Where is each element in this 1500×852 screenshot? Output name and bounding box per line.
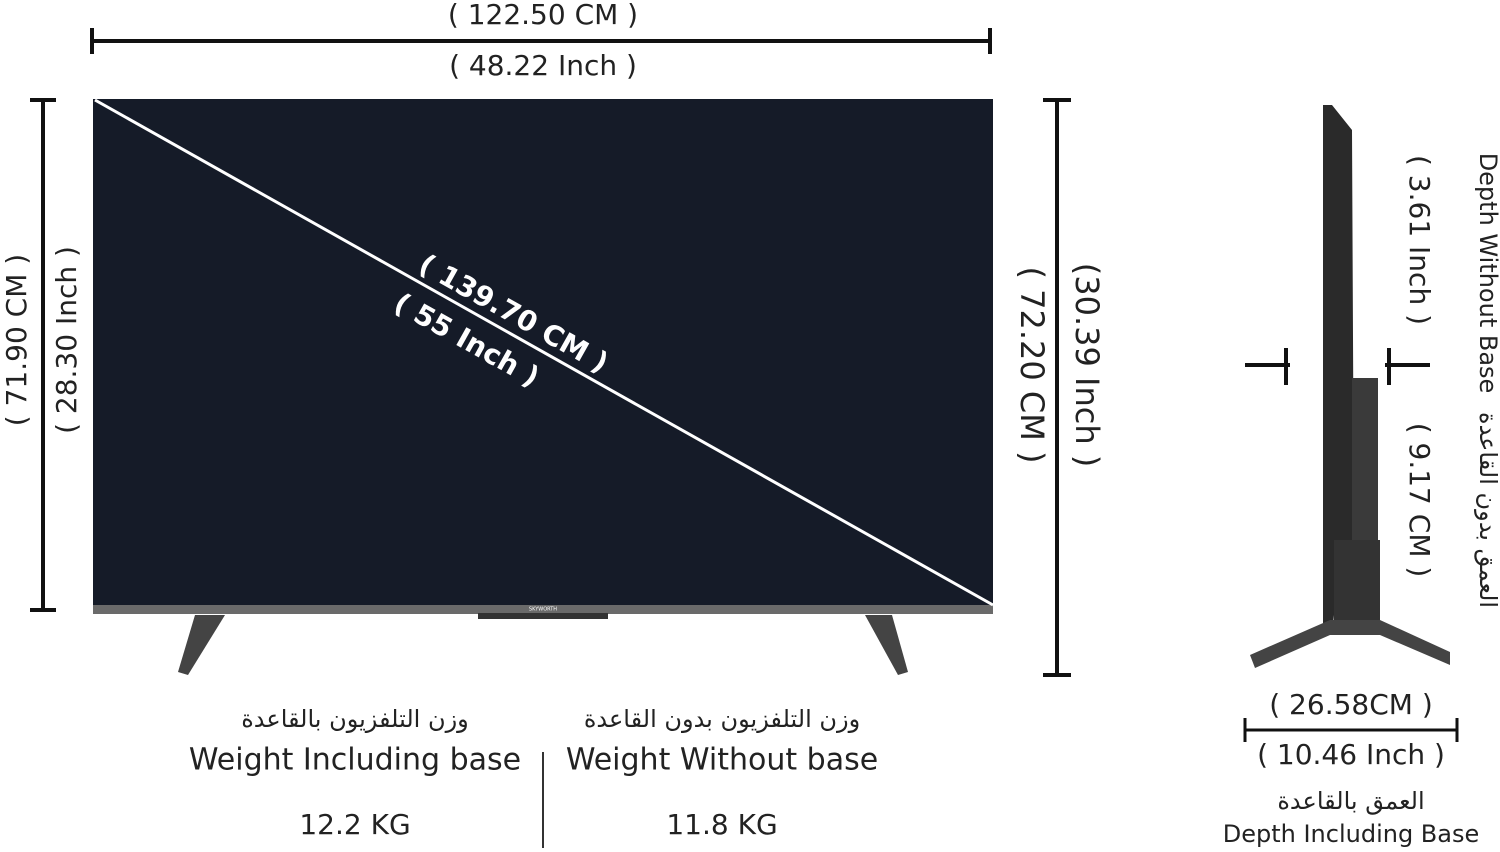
height-cm: ( 71.90 CM ) (0, 254, 33, 426)
diagonal-line (94, 98, 994, 607)
depth-inch: ( 3.61 Inch ) (1403, 155, 1436, 325)
depth-base-inch: ( 10.46 Inch ) (1257, 738, 1445, 771)
weight-label: Weight Without base (566, 743, 878, 778)
tv-side-stand (1250, 620, 1450, 668)
tv-side-mount (1334, 540, 1380, 625)
depth-base-label-en: Depth Including Base (1223, 820, 1480, 848)
tv-side-panel (1323, 105, 1354, 625)
brand: SKYWORTH (529, 607, 557, 613)
height-inch: ( 28.30 Inch ) (50, 246, 83, 434)
depth-label-ar: العمق بدون القاعدة (1474, 412, 1500, 608)
depth-cm: ( 9.17 CM ) (1403, 423, 1436, 578)
width-inch: ( 48.22 Inch ) (449, 49, 637, 82)
tv-side-box (1352, 378, 1378, 548)
height-base-cm: ( 72.20 CM ) (1013, 266, 1051, 463)
weight-label-ar: وزن التلفزيون بالقاعدة (241, 705, 469, 733)
depth-label-en: Depth Without Base (1474, 153, 1500, 394)
depth-base-label-ar: العمق بالقاعدة (1277, 787, 1424, 815)
tv-leg (178, 615, 225, 675)
depth-base-cm: ( 26.58CM ) (1269, 688, 1433, 721)
width-cm: ( 122.50 CM ) (448, 0, 638, 31)
tv-bezel (93, 605, 993, 614)
height-base-inch: (30.39 Inch ) (1068, 263, 1106, 468)
tv-logo-bar (478, 613, 608, 619)
weight-value: 11.8 KG (666, 808, 777, 841)
weight-value: 12.2 KG (299, 808, 410, 841)
weight-label: Weight Including base (189, 743, 521, 778)
tv-leg (865, 615, 908, 675)
weight-label-ar: وزن التلفزيون بدون القاعدة (584, 705, 860, 733)
